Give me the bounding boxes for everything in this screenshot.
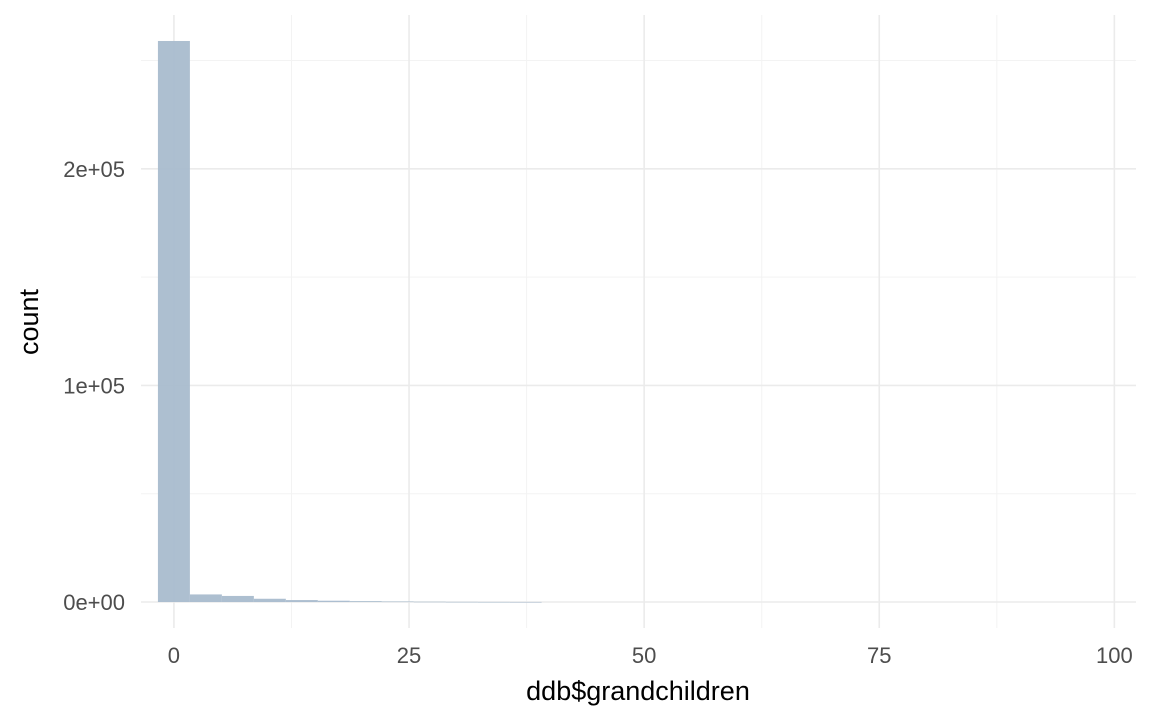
histogram-bar	[445, 601, 478, 603]
x-axis-tick-labels: 0 25 50 75 100	[168, 643, 1133, 668]
histogram-bar	[509, 601, 542, 603]
x-tick-label: 25	[397, 643, 421, 668]
major-gridlines	[141, 15, 1136, 628]
histogram-bar	[189, 594, 222, 603]
histogram-bar	[221, 595, 254, 603]
x-tick-label: 0	[168, 643, 180, 668]
y-tick-label: 2e+05	[63, 157, 125, 182]
histogram-bar	[157, 40, 190, 603]
histogram-bar	[285, 600, 318, 603]
x-axis-title: ddb$grandchildren	[526, 676, 750, 706]
histogram-bars	[157, 40, 542, 603]
histogram-bar	[413, 601, 446, 603]
histogram-bar	[317, 600, 350, 603]
x-tick-label: 50	[632, 643, 656, 668]
histogram-bar	[381, 601, 414, 603]
minor-gridlines	[141, 15, 1136, 628]
x-tick-label: 75	[867, 643, 891, 668]
histogram-bar	[477, 601, 510, 603]
y-tick-label: 1e+05	[63, 373, 125, 398]
x-tick-label: 100	[1096, 643, 1133, 668]
histogram-bar	[349, 601, 382, 603]
y-axis-tick-labels: 0e+00 1e+05 2e+05	[63, 157, 125, 615]
y-axis-title: count	[14, 288, 44, 355]
histogram-bar	[253, 598, 286, 603]
y-tick-label: 0e+00	[63, 590, 125, 615]
